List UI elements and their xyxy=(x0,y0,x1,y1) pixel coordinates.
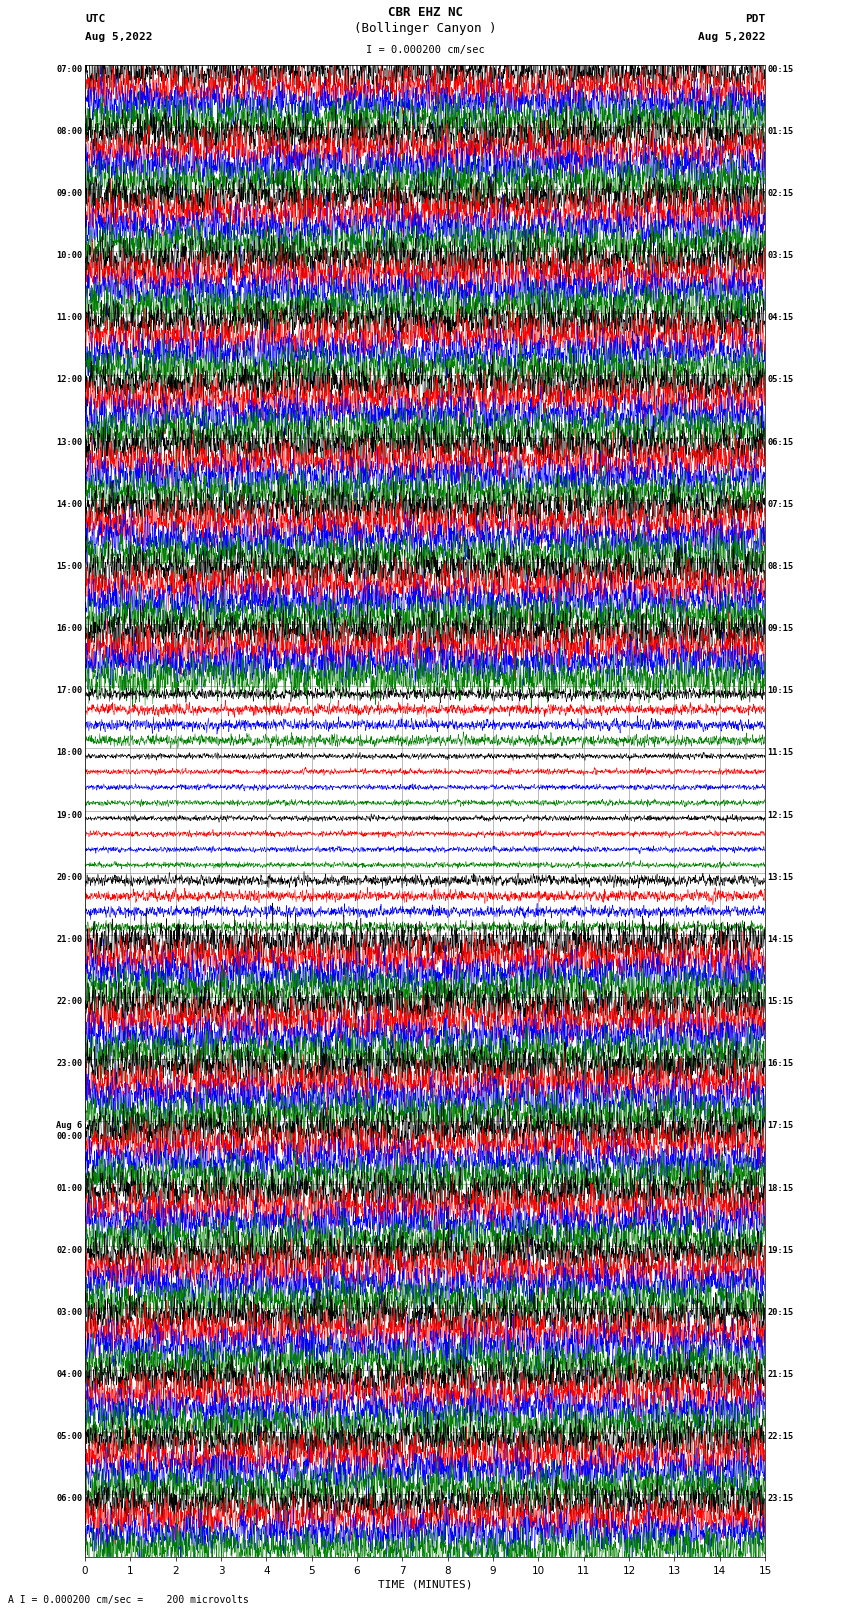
Text: 16:00: 16:00 xyxy=(56,624,82,632)
Text: 19:00: 19:00 xyxy=(56,810,82,819)
Text: 05:15: 05:15 xyxy=(768,376,794,384)
Text: I = 0.000200 cm/sec: I = 0.000200 cm/sec xyxy=(366,45,484,55)
Text: 16:15: 16:15 xyxy=(768,1060,794,1068)
Text: 06:15: 06:15 xyxy=(768,437,794,447)
Text: 18:15: 18:15 xyxy=(768,1184,794,1192)
Text: 05:00: 05:00 xyxy=(56,1432,82,1440)
Text: A I = 0.000200 cm/sec =    200 microvolts: A I = 0.000200 cm/sec = 200 microvolts xyxy=(8,1595,249,1605)
Text: 20:00: 20:00 xyxy=(56,873,82,882)
Text: 04:15: 04:15 xyxy=(768,313,794,323)
Text: Aug 6
00:00: Aug 6 00:00 xyxy=(56,1121,82,1140)
Text: 08:15: 08:15 xyxy=(768,561,794,571)
Text: 17:00: 17:00 xyxy=(56,686,82,695)
Text: 01:15: 01:15 xyxy=(768,127,794,135)
Text: PDT: PDT xyxy=(745,15,765,24)
Text: 14:15: 14:15 xyxy=(768,936,794,944)
Text: Aug 5,2022: Aug 5,2022 xyxy=(85,32,152,42)
Text: 18:00: 18:00 xyxy=(56,748,82,758)
Text: 09:00: 09:00 xyxy=(56,189,82,198)
Text: 10:15: 10:15 xyxy=(768,686,794,695)
Text: 20:15: 20:15 xyxy=(768,1308,794,1316)
Text: CBR EHZ NC: CBR EHZ NC xyxy=(388,6,462,19)
Text: 04:00: 04:00 xyxy=(56,1369,82,1379)
Text: UTC: UTC xyxy=(85,15,105,24)
Text: 01:00: 01:00 xyxy=(56,1184,82,1192)
Text: 00:15: 00:15 xyxy=(768,65,794,74)
Text: 11:00: 11:00 xyxy=(56,313,82,323)
Text: 13:15: 13:15 xyxy=(768,873,794,882)
Text: 14:00: 14:00 xyxy=(56,500,82,508)
Text: 22:00: 22:00 xyxy=(56,997,82,1007)
Text: 23:00: 23:00 xyxy=(56,1060,82,1068)
Text: 10:00: 10:00 xyxy=(56,252,82,260)
Text: 15:15: 15:15 xyxy=(768,997,794,1007)
Text: 21:15: 21:15 xyxy=(768,1369,794,1379)
Text: 03:00: 03:00 xyxy=(56,1308,82,1316)
Text: Aug 5,2022: Aug 5,2022 xyxy=(698,32,765,42)
Text: (Bollinger Canyon ): (Bollinger Canyon ) xyxy=(354,23,496,35)
Text: 07:15: 07:15 xyxy=(768,500,794,508)
Text: 13:00: 13:00 xyxy=(56,437,82,447)
Text: 07:00: 07:00 xyxy=(56,65,82,74)
Text: 22:15: 22:15 xyxy=(768,1432,794,1440)
Text: 02:00: 02:00 xyxy=(56,1245,82,1255)
Text: 09:15: 09:15 xyxy=(768,624,794,632)
Text: 08:00: 08:00 xyxy=(56,127,82,135)
Text: 21:00: 21:00 xyxy=(56,936,82,944)
Text: 06:00: 06:00 xyxy=(56,1494,82,1503)
Text: 19:15: 19:15 xyxy=(768,1245,794,1255)
Text: 12:00: 12:00 xyxy=(56,376,82,384)
Text: 12:15: 12:15 xyxy=(768,810,794,819)
Text: 11:15: 11:15 xyxy=(768,748,794,758)
Text: 23:15: 23:15 xyxy=(768,1494,794,1503)
Text: 15:00: 15:00 xyxy=(56,561,82,571)
Text: 03:15: 03:15 xyxy=(768,252,794,260)
Text: 17:15: 17:15 xyxy=(768,1121,794,1131)
Text: 02:15: 02:15 xyxy=(768,189,794,198)
X-axis label: TIME (MINUTES): TIME (MINUTES) xyxy=(377,1579,473,1590)
